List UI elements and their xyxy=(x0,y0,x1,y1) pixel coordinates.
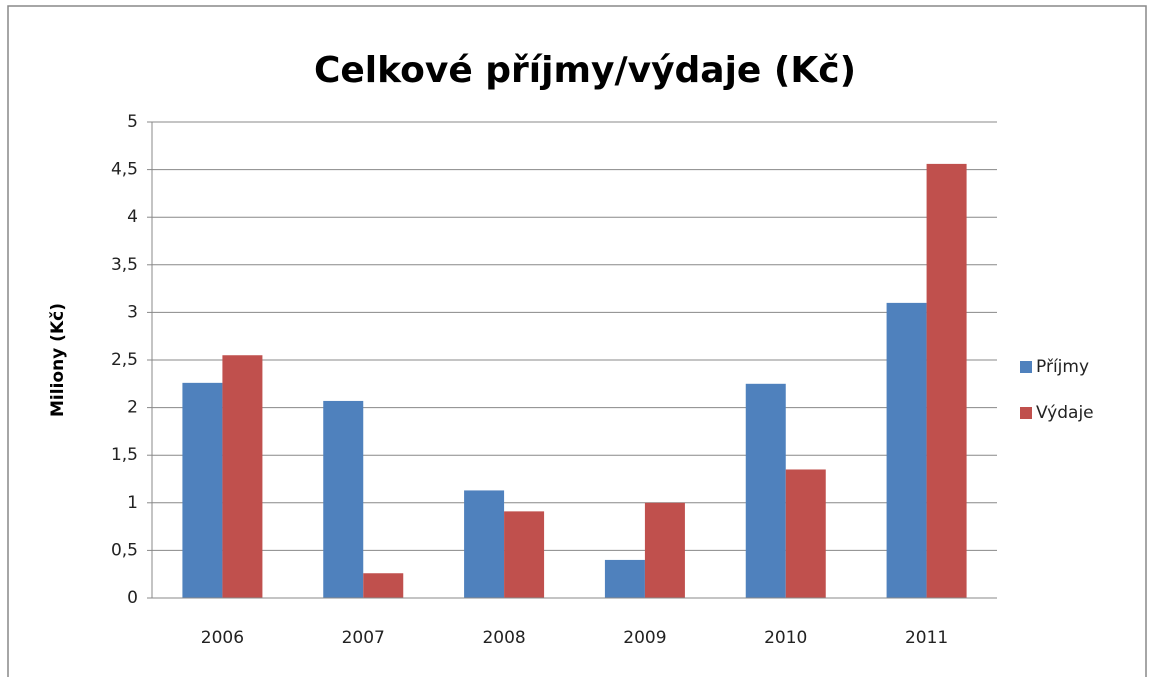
bar xyxy=(886,302,927,598)
y-tick-label: 1 xyxy=(127,493,138,513)
y-tick-label: 2 xyxy=(127,398,138,418)
bar xyxy=(644,502,685,598)
bar xyxy=(504,511,545,598)
y-tick-label: 0,5 xyxy=(111,540,138,560)
y-tick-label: 3 xyxy=(127,302,138,322)
y-tick-label: 3,5 xyxy=(111,255,138,275)
x-tick-label: 2011 xyxy=(905,628,948,648)
bar xyxy=(464,490,505,598)
legend-label: Výdaje xyxy=(1036,403,1094,423)
x-tick-label: 2008 xyxy=(482,628,525,648)
y-tick-label: 5 xyxy=(127,112,138,132)
bar xyxy=(604,559,645,598)
bar xyxy=(323,400,364,598)
chart-title: Celkové příjmy/výdaje (Kč) xyxy=(314,50,856,91)
bar xyxy=(363,573,404,598)
y-tick-label: 4 xyxy=(127,207,138,227)
legend-swatch xyxy=(1020,407,1032,419)
legend-swatch xyxy=(1020,361,1032,373)
chart-frame xyxy=(7,5,1147,677)
bar xyxy=(745,383,786,598)
x-tick-label: 2006 xyxy=(201,628,244,648)
x-tick-label: 2007 xyxy=(342,628,385,648)
x-tick-label: 2009 xyxy=(623,628,666,648)
y-tick-label: 1,5 xyxy=(111,445,138,465)
x-tick-label: 2010 xyxy=(764,628,807,648)
bar xyxy=(182,382,223,598)
y-axis-label: Miliony (Kč) xyxy=(48,303,68,417)
bar xyxy=(785,469,826,598)
y-tick-label: 4,5 xyxy=(111,160,138,180)
bar xyxy=(926,163,967,598)
y-tick-label: 2,5 xyxy=(111,350,138,370)
bar xyxy=(222,355,263,598)
legend-label: Příjmy xyxy=(1036,357,1089,377)
y-tick-label: 0 xyxy=(127,588,138,608)
